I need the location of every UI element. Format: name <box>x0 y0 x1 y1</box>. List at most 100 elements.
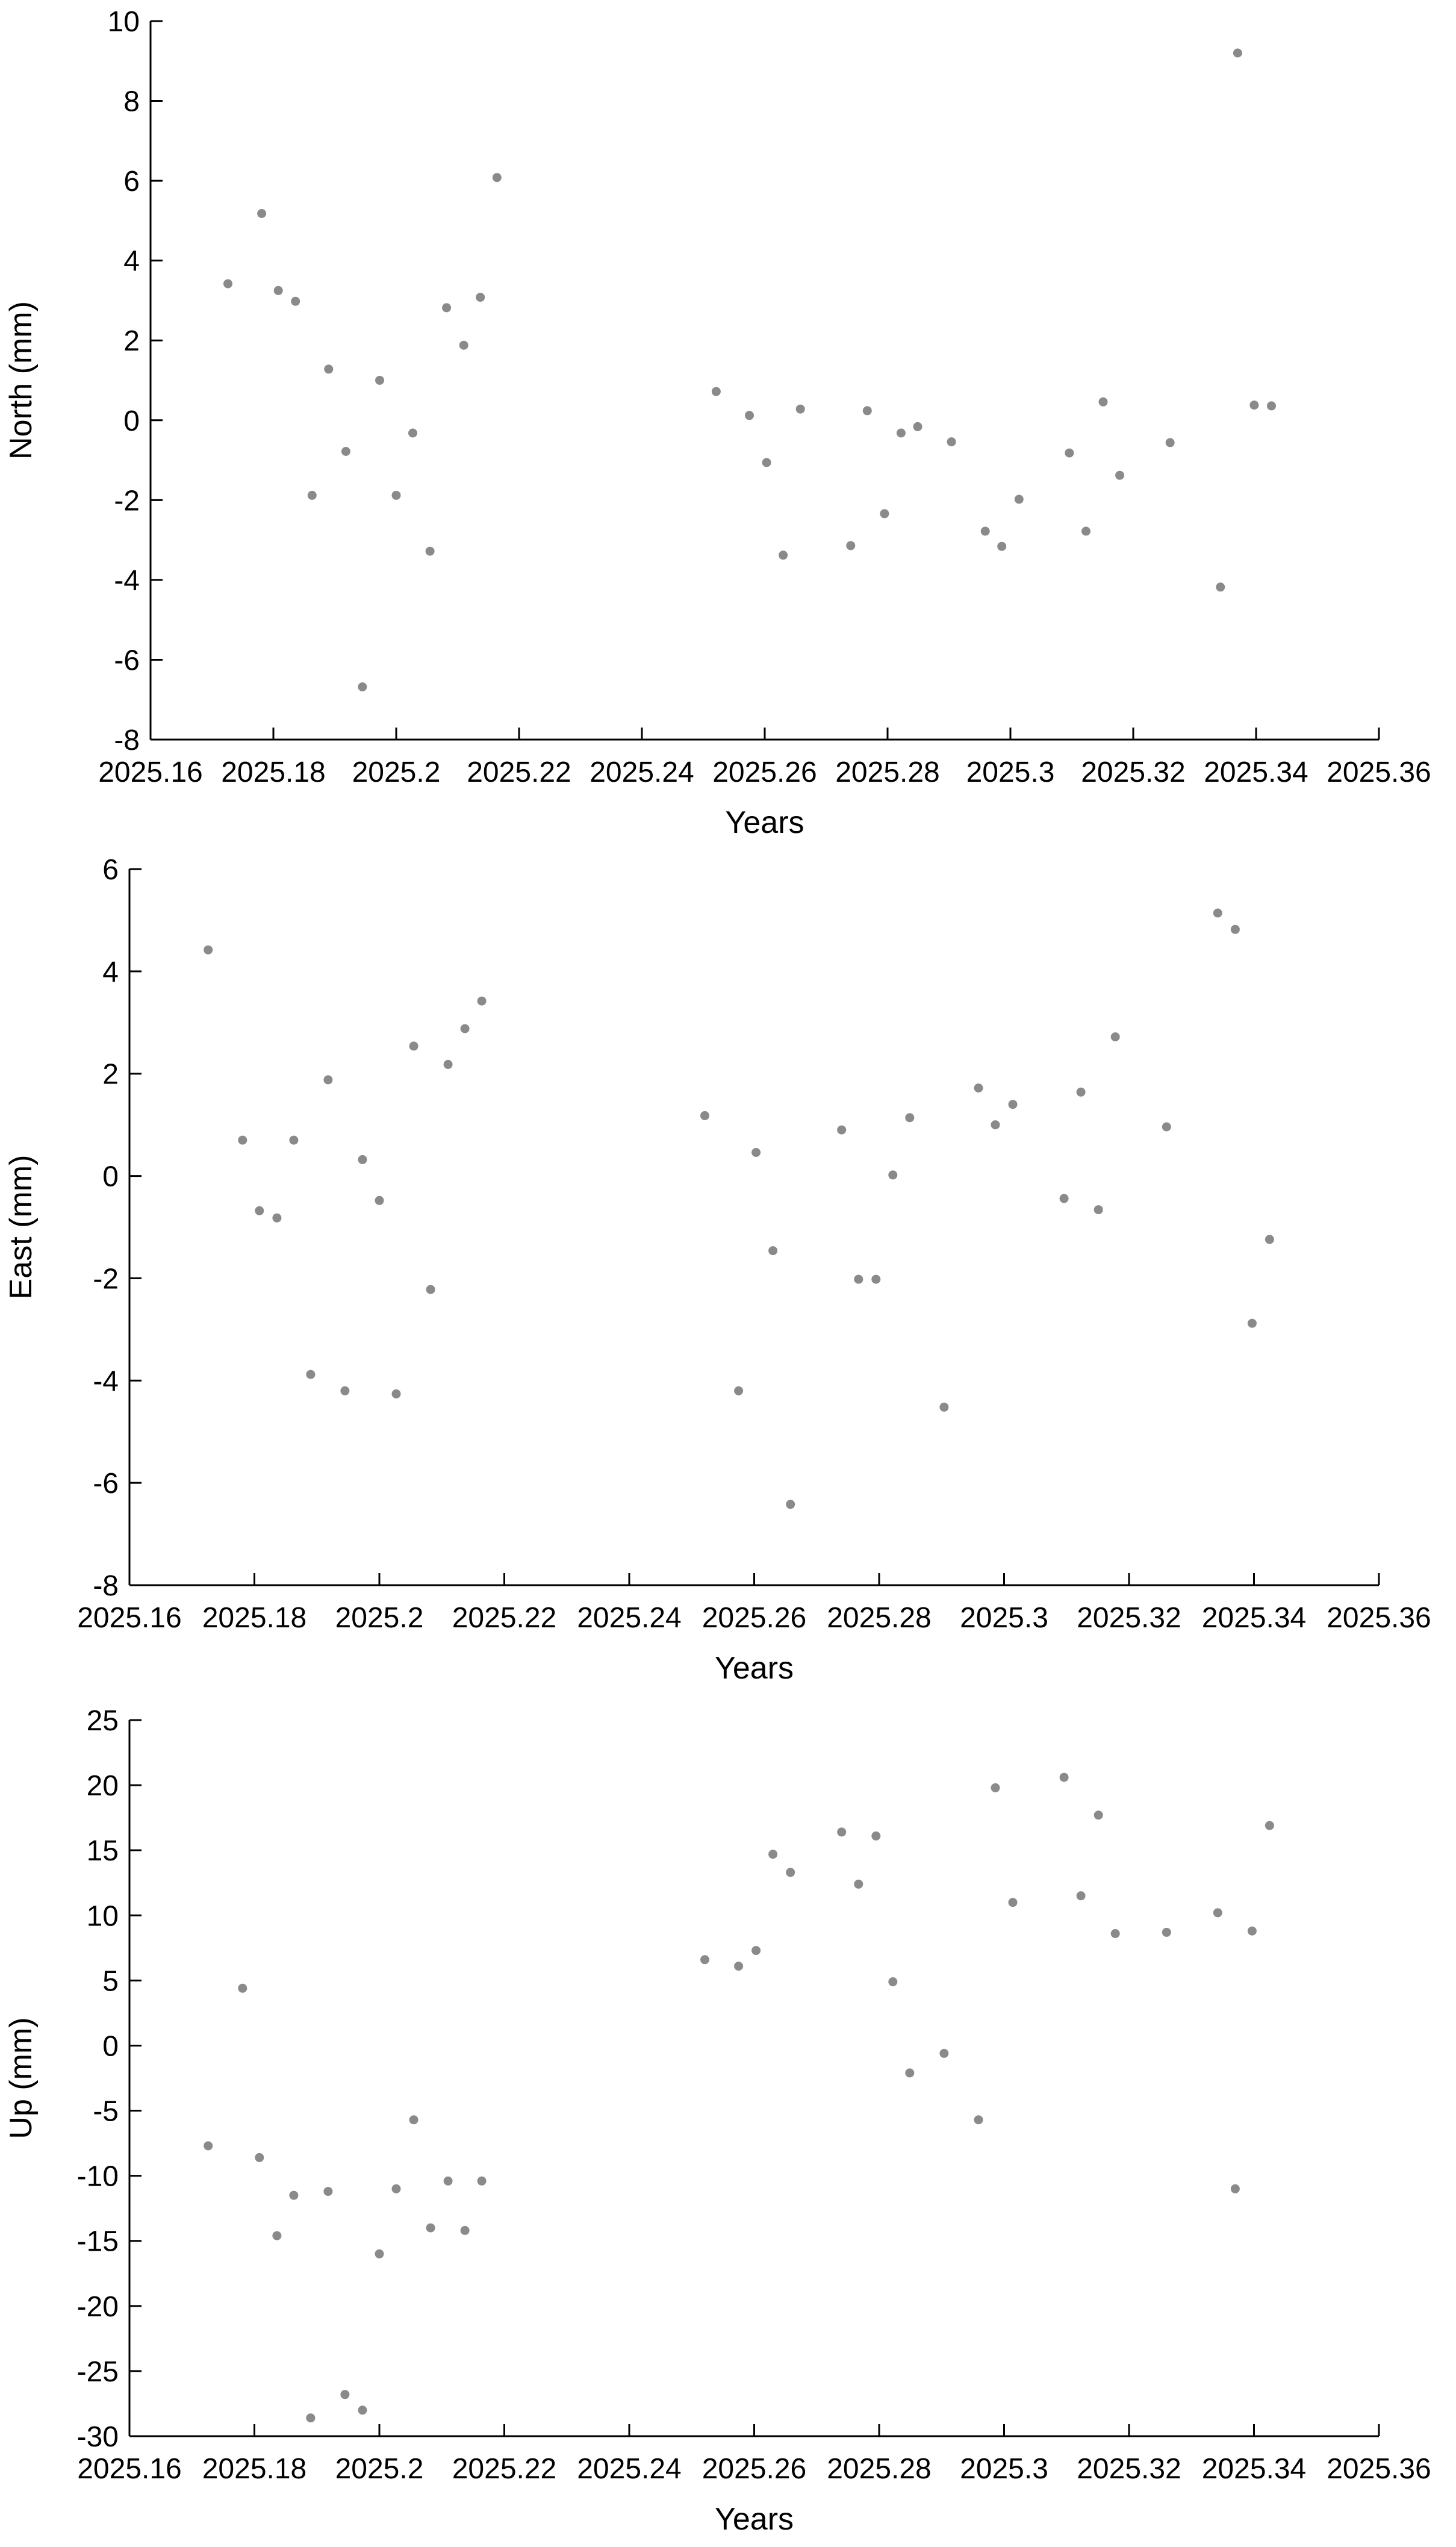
x-tick-label: 2025.24 <box>577 2453 682 2485</box>
x-tick-label: 2025.22 <box>452 2453 557 2485</box>
data-point <box>307 490 317 500</box>
y-tick-label: 6 <box>102 854 119 886</box>
data-point <box>460 1024 470 1033</box>
data-point <box>888 1977 898 1986</box>
data-point <box>734 1962 744 1971</box>
chart-panel-3: 2025.16 2025.18 2025.2 2025.22 2025.24 2025.2… <box>4 1705 1431 2537</box>
data-point <box>1162 1927 1171 1937</box>
x-axis-label: Years <box>715 1651 794 1686</box>
x-tick-label: 2025.22 <box>467 756 571 788</box>
data-point <box>1014 494 1024 504</box>
x-tick-label: 2025.16 <box>77 2453 182 2485</box>
data-point <box>768 1850 778 1859</box>
data-point <box>700 1955 709 1965</box>
y-tick-label: 0 <box>102 1161 119 1193</box>
data-point <box>905 1113 915 1123</box>
y-tick-label: 2 <box>123 325 140 357</box>
x-tick-label: 2025.16 <box>77 1602 182 1634</box>
data-point <box>340 1386 350 1395</box>
data-point <box>997 541 1007 551</box>
data-point <box>391 490 401 500</box>
data-point <box>477 996 487 1006</box>
data-point <box>1076 1891 1086 1901</box>
y-tick-label: -5 <box>93 2096 119 2128</box>
data-point <box>854 1879 863 1889</box>
data-point <box>1115 470 1125 480</box>
x-tick-label: 2025.22 <box>452 1602 557 1634</box>
data-point <box>786 1500 795 1509</box>
x-tick-label: 2025.18 <box>202 1602 307 1634</box>
y-tick-label: 5 <box>102 1965 119 1997</box>
data-point <box>974 2115 983 2125</box>
data-point <box>1230 2184 1240 2193</box>
data-point <box>1098 397 1108 407</box>
x-tick-label: 2025.2 <box>352 756 441 788</box>
y-tick-label: 25 <box>87 1705 119 1737</box>
data-point <box>1081 526 1090 536</box>
data-point <box>1008 1100 1018 1109</box>
x-tick-label: 2025.3 <box>966 756 1055 788</box>
data-point <box>255 2153 264 2162</box>
data-point <box>888 1170 898 1180</box>
x-tick-label: 2025.2 <box>335 2453 424 2485</box>
x-tick-label: 2025.34 <box>1202 2453 1307 2485</box>
data-point <box>443 2176 453 2186</box>
data-point <box>306 2413 316 2423</box>
data-point <box>255 1206 264 1215</box>
data-point <box>1059 1772 1069 1782</box>
x-tick-label: 2025.18 <box>221 756 326 788</box>
y-tick-label: -2 <box>93 1263 119 1295</box>
x-tick-label: 2025.34 <box>1202 1602 1307 1634</box>
x-tick-label: 2025.32 <box>1077 1602 1181 1634</box>
chart-panel-1: 2025.16 2025.18 2025.2 2025.22 2025.24 2025.2… <box>4 6 1431 840</box>
data-point <box>289 2190 299 2200</box>
y-tick-label: 20 <box>87 1770 119 1802</box>
data-point <box>751 1148 761 1157</box>
data-point <box>1265 1235 1274 1244</box>
data-point <box>939 2048 949 2058</box>
data-point <box>1059 1194 1069 1203</box>
x-tick-label: 2025.36 <box>1327 756 1431 788</box>
data-point <box>711 387 721 396</box>
x-tick-label: 2025.26 <box>702 1602 807 1634</box>
y-tick-label: 15 <box>87 1835 119 1867</box>
data-point <box>1267 401 1276 411</box>
y-tick-label: 6 <box>123 166 140 198</box>
x-tick-label: 2025.28 <box>827 1602 932 1634</box>
data-point <box>1165 438 1175 447</box>
y-axis-label: Up (mm) <box>4 2017 39 2139</box>
data-point <box>947 437 956 447</box>
y-tick-label: -6 <box>114 644 140 676</box>
data-point <box>375 1196 384 1205</box>
data-point <box>459 340 468 350</box>
data-point <box>291 296 300 306</box>
y-tick-label: -4 <box>93 1365 119 1397</box>
data-point <box>306 1370 316 1379</box>
y-axis-label: North (mm) <box>4 301 39 460</box>
y-tick-label: -10 <box>77 2161 119 2193</box>
data-point <box>477 2176 487 2186</box>
data-point <box>426 2223 435 2233</box>
y-axis-label: East (mm) <box>4 1155 39 1300</box>
data-point <box>358 682 367 691</box>
data-point <box>204 2141 213 2151</box>
y-tick-label: 0 <box>102 2030 119 2062</box>
data-point <box>837 1827 847 1837</box>
y-tick-label: -20 <box>77 2291 119 2323</box>
x-tick-label: 2025.2 <box>335 1602 424 1634</box>
data-point <box>460 2225 470 2235</box>
data-point <box>324 364 334 374</box>
x-tick-label: 2025.3 <box>960 1602 1048 1634</box>
data-point <box>786 1868 795 1877</box>
data-point <box>323 2187 333 2196</box>
x-tick-label: 2025.28 <box>827 2453 932 2485</box>
y-tick-label: -4 <box>114 565 140 597</box>
x-tick-label: 2025.28 <box>835 756 940 788</box>
data-point <box>862 406 872 416</box>
data-point <box>1247 1318 1257 1328</box>
data-point <box>974 1083 983 1093</box>
data-point <box>880 509 889 519</box>
data-point <box>238 1983 247 1993</box>
